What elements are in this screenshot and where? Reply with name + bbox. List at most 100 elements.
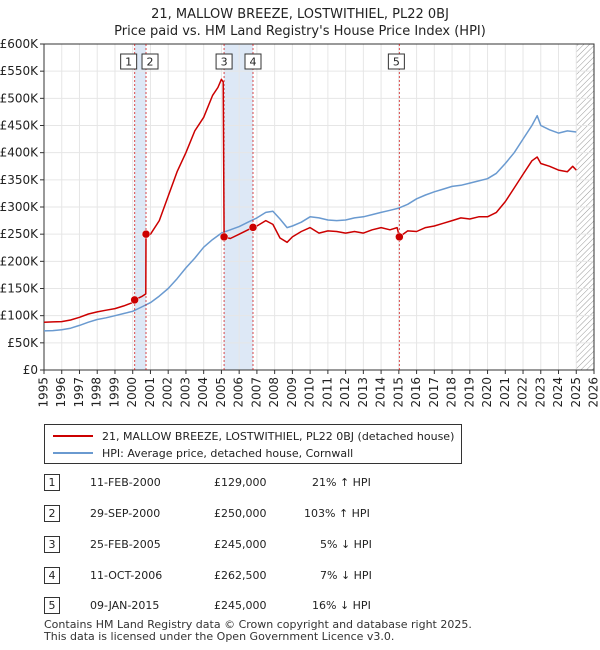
x-tick-label: 2020: [480, 377, 494, 408]
transaction-date: 25-FEB-2005: [90, 538, 161, 551]
y-tick-label: £450K: [0, 119, 39, 133]
sale-point: [395, 232, 404, 242]
x-tick-label: 2014: [374, 377, 388, 408]
transaction-number: 3: [44, 536, 60, 553]
y-tick-label: £350K: [0, 173, 39, 187]
sale-label-box: [387, 53, 405, 70]
transaction-row: 5 09-JAN-2015 £245,000 16% ↓ HPI: [44, 597, 464, 615]
transaction-hpi-diff: 5% ↓ HPI: [320, 538, 372, 551]
chart-legend: 21, MALLOW BREEZE, LOSTWITHIEL, PL22 0BJ…: [44, 424, 462, 464]
sale-label-box: [141, 53, 159, 70]
legend-swatch-hpi: [53, 452, 93, 454]
x-tick-label: 2022: [516, 377, 530, 408]
x-tick-label: 2011: [320, 377, 334, 408]
x-tick-label: 2016: [409, 377, 423, 408]
y-tick-label: £500K: [0, 91, 39, 105]
transaction-price: £262,500: [214, 569, 267, 582]
y-tick-label: £100K: [0, 309, 39, 323]
footer-note: Contains HM Land Registry data © Crown c…: [44, 619, 472, 643]
x-tick-label: 2000: [125, 377, 139, 408]
sale-label: 5: [393, 56, 400, 69]
x-tick-label: 2018: [445, 377, 459, 408]
sale-point: [248, 223, 258, 232]
sale-label: 1: [125, 56, 132, 69]
transaction-price: £250,000: [214, 507, 267, 520]
x-tick-label: 1996: [54, 377, 68, 408]
transaction-row: 4 11-OCT-2006 £262,500 7% ↓ HPI: [44, 567, 464, 585]
y-tick-label: £200K: [0, 254, 39, 268]
hpi-line: [43, 114, 577, 332]
transaction-hpi-diff: 16% ↓ HPI: [312, 599, 371, 612]
chart-title: 21, MALLOW BREEZE, LOSTWITHIEL, PL22 0BJ: [151, 7, 449, 22]
x-tick-label: 2007: [249, 377, 263, 408]
x-tick-label: 2024: [551, 377, 565, 408]
sale-point: [130, 295, 139, 305]
sale-point: [219, 232, 229, 242]
x-tick-label: 2021: [498, 377, 512, 408]
x-tick-label: 2004: [196, 377, 210, 408]
y-tick-label: £550K: [0, 64, 39, 78]
footer-copyright: Contains HM Land Registry data © Crown c…: [44, 618, 472, 631]
sale-label: 3: [221, 56, 228, 69]
x-tick-label: 2001: [143, 377, 157, 408]
transaction-date: 09-JAN-2015: [90, 599, 160, 612]
y-tick-label: £50K: [7, 336, 39, 350]
x-tick-label: 2026: [587, 377, 600, 408]
transaction-row: 2 29-SEP-2000 £250,000 103% ↑ HPI: [44, 505, 464, 523]
sale-label: 2: [147, 56, 154, 69]
legend-label-hpi: HPI: Average price, detached house, Corn…: [102, 446, 354, 460]
x-tick-label: 2002: [161, 377, 175, 408]
transaction-row: 3 25-FEB-2005 £245,000 5% ↓ HPI: [44, 536, 464, 554]
sale-point: [141, 229, 151, 239]
x-tick-label: 1997: [72, 377, 86, 408]
y-tick-label: £600K: [0, 37, 39, 51]
transaction-date: 11-FEB-2000: [90, 476, 161, 489]
y-tick-label: £250K: [0, 227, 39, 241]
transaction-hpi-diff: 103% ↑ HPI: [304, 507, 370, 520]
x-tick-label: 2005: [214, 377, 228, 408]
transaction-hpi-diff: 21% ↑ HPI: [312, 476, 371, 489]
transaction-hpi-diff: 7% ↓ HPI: [320, 569, 372, 582]
legend-item-hpi: HPI: Average price, detached house, Corn…: [53, 445, 353, 461]
x-tick-label: 2023: [533, 377, 547, 408]
sale-label-box: [120, 53, 138, 70]
property-price-line: [43, 78, 577, 323]
x-tick-label: 2015: [391, 377, 405, 408]
transaction-price: £245,000: [214, 599, 267, 612]
transaction-number: 1: [44, 474, 60, 491]
x-tick-label: 1999: [107, 377, 121, 408]
transaction-number: 2: [44, 505, 60, 522]
footer-licence: This data is licensed under the Open Gov…: [44, 630, 395, 643]
y-tick-label: £300K: [0, 200, 39, 214]
price-chart: £0 £50K £100K £150K £200K £250K £300K £350K £400…: [0, 37, 600, 408]
x-tick-label: 2009: [285, 377, 299, 408]
legend-item-property: 21, MALLOW BREEZE, LOSTWITHIEL, PL22 0BJ…: [53, 428, 454, 444]
x-tick-label: 2006: [232, 377, 246, 408]
x-tick-label: 1998: [90, 377, 104, 408]
x-tick-label: 1995: [37, 377, 51, 408]
sale-label-box: [215, 53, 233, 70]
x-tick-label: 2013: [356, 377, 370, 408]
x-tick-label: 2025: [569, 377, 583, 408]
transaction-date: 11-OCT-2006: [90, 569, 163, 582]
transaction-price: £129,000: [214, 476, 267, 489]
sale-label: 4: [250, 56, 257, 69]
y-tick-label: £0: [23, 363, 38, 377]
transaction-date: 29-SEP-2000: [90, 507, 161, 520]
x-tick-label: 2019: [462, 377, 476, 408]
x-tick-label: 2017: [427, 377, 441, 408]
x-tick-label: 2008: [267, 377, 281, 408]
chart-subtitle: Price paid vs. HM Land Registry's House …: [114, 24, 486, 39]
x-tick-label: 2003: [178, 377, 192, 408]
y-tick-label: £400K: [0, 146, 39, 160]
legend-swatch-property: [53, 435, 93, 437]
x-tick-label: 2012: [338, 377, 352, 408]
transaction-row: 1 11-FEB-2000 £129,000 21% ↑ HPI: [44, 474, 464, 492]
legend-label-property: 21, MALLOW BREEZE, LOSTWITHIEL, PL22 0BJ…: [102, 429, 455, 443]
sale-label-box: [244, 53, 262, 70]
y-tick-label: £150K: [0, 282, 39, 296]
transaction-number: 5: [44, 597, 60, 614]
x-tick-label: 2010: [303, 377, 317, 408]
transaction-number: 4: [44, 567, 60, 584]
transaction-price: £245,000: [214, 538, 267, 551]
